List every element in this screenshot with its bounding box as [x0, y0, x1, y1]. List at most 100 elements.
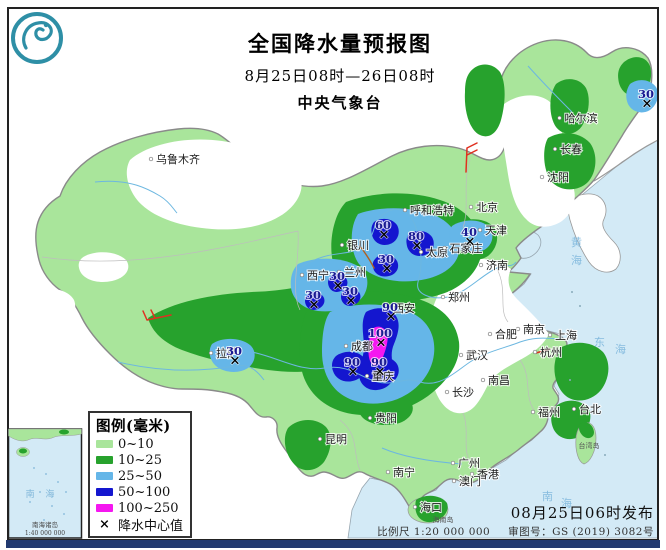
- legend-swatch-100-250: [96, 504, 113, 512]
- city-label: 贵阳: [375, 412, 397, 425]
- sea-label: 海: [571, 253, 583, 267]
- city-dot: [385, 305, 391, 311]
- precip-center-marker: ×: [375, 365, 386, 380]
- precip-center-value: 30: [342, 284, 358, 298]
- precip-center-marker: ×: [309, 298, 320, 313]
- center-value-symbol: ×: [99, 516, 110, 532]
- legend-row: 0~10: [96, 436, 184, 452]
- precip-center-value: 30: [305, 288, 321, 302]
- inset-sea-label: 南 海: [26, 488, 59, 500]
- city-label: 兰州: [344, 266, 366, 279]
- precip-center-marker: ×: [346, 294, 357, 309]
- city-label: 郑州: [448, 290, 470, 304]
- city-label: 长春: [560, 143, 582, 156]
- city-label: 昆明: [325, 433, 347, 446]
- city-label: 成都: [351, 340, 373, 353]
- legend-row: 100~250: [96, 500, 184, 516]
- city-label: 上海: [555, 328, 577, 342]
- city-dot: [477, 227, 483, 233]
- city-dot: [299, 272, 305, 278]
- legend-label: 0~10: [118, 436, 154, 452]
- city-dot: [532, 349, 538, 355]
- city-label: 哈尔滨: [565, 111, 598, 125]
- city-label: 南京: [523, 322, 545, 336]
- precip-center-value: 30: [226, 344, 242, 358]
- city-dot: [367, 415, 373, 421]
- city-label: 乌鲁木齐: [156, 152, 200, 166]
- precip-center-marker: ×: [642, 97, 653, 112]
- precip-center-value: 90: [344, 355, 360, 369]
- island-label: 台湾岛: [579, 441, 600, 450]
- precip-center-value: 40: [461, 225, 477, 239]
- city-label: 拉萨: [216, 346, 238, 360]
- legend-row: 50~100: [96, 484, 184, 500]
- islands: [407, 291, 606, 524]
- map-title: 全国降水量预报图: [248, 31, 432, 56]
- legend-swatch-0-10: [96, 440, 113, 448]
- legend-label: 100~250: [118, 500, 179, 516]
- city-label: 重庆: [372, 369, 394, 383]
- city-dot: [552, 146, 558, 152]
- precip-center-value: 30: [329, 269, 345, 283]
- city-dot: [317, 436, 323, 442]
- city-label: 广州: [458, 457, 480, 470]
- rain-100-250-region: [368, 326, 388, 366]
- title-block: 全国降水量预报图 8月25日08时—26日08时 中央气象台: [170, 28, 510, 113]
- city-dot: [418, 249, 424, 255]
- precip-center-marker: ×: [382, 262, 393, 277]
- legend-label: 10~25: [118, 452, 162, 468]
- legend-box: 图例(毫米) 0~10 10~25 25~50 50~100 100~250 ×…: [88, 411, 192, 538]
- agency-name: 中央气象台: [297, 94, 383, 112]
- legend-label: 50~100: [118, 484, 171, 500]
- legend-swatch-25-50: [96, 472, 113, 480]
- city-dot: [571, 406, 577, 412]
- city-label: 西宁: [307, 268, 329, 282]
- korea-landmass: [567, 193, 621, 273]
- city-label: 澳门: [459, 474, 481, 488]
- center-value-label: 降水中心值: [118, 518, 184, 534]
- precip-center-marker: ×: [348, 365, 359, 380]
- city-dot: [336, 269, 342, 275]
- city-dot: [208, 350, 214, 356]
- sea-label: 东: [594, 336, 606, 349]
- precip-center-marker: ×: [333, 279, 344, 294]
- release-time: 08月25日06时发布: [510, 504, 654, 522]
- city-dot: [468, 204, 474, 210]
- city-dot: [450, 460, 456, 466]
- inset-scale-label: 1:40 000 000: [25, 530, 65, 537]
- legend-row: 25~50: [96, 468, 184, 484]
- precip-center-marker: ×: [386, 310, 397, 325]
- city-label: 杭州: [540, 345, 562, 359]
- precip-center-marker: ×: [230, 354, 241, 369]
- precip-center-value: 90: [371, 355, 387, 369]
- russia-coast: [593, 139, 658, 182]
- city-label: 天津: [485, 224, 507, 237]
- precip-centers-layer: 60× 80×40×30×30×30×30× 90×100×90×90×30×30×: [225, 86, 655, 380]
- precip-center-value: 30: [638, 87, 654, 101]
- island-label: 海南岛: [433, 515, 454, 524]
- city-dot: [402, 207, 408, 213]
- city-dot: [444, 389, 450, 395]
- south-sea-inset: 南 海 南海诸岛 1:40 000 000: [7, 428, 83, 539]
- city-label: 石家庄: [450, 241, 483, 255]
- precip-center-marker: ×: [379, 228, 390, 243]
- city-label: 银川: [347, 238, 369, 252]
- map-valid-period: 8月25日08时—26日08时: [244, 67, 436, 85]
- city-dot: [530, 409, 536, 415]
- city-label: 南宁: [393, 465, 415, 479]
- city-label: 台北: [579, 402, 601, 416]
- city-label: 香港: [477, 468, 499, 481]
- city-label: 长沙: [452, 386, 474, 399]
- precip-center-value: 30: [378, 252, 394, 266]
- precip-center-value: 90: [382, 300, 398, 314]
- precip-center-marker: ×: [412, 239, 423, 254]
- city-label: 南昌: [488, 374, 510, 387]
- legend-title: 图例(毫米): [96, 418, 171, 435]
- precip-center-value: 80: [408, 229, 424, 243]
- city-label: 武汉: [466, 349, 488, 362]
- city-dot: [478, 262, 484, 268]
- sea-label: 南: [542, 490, 554, 503]
- city-dot: [385, 469, 391, 475]
